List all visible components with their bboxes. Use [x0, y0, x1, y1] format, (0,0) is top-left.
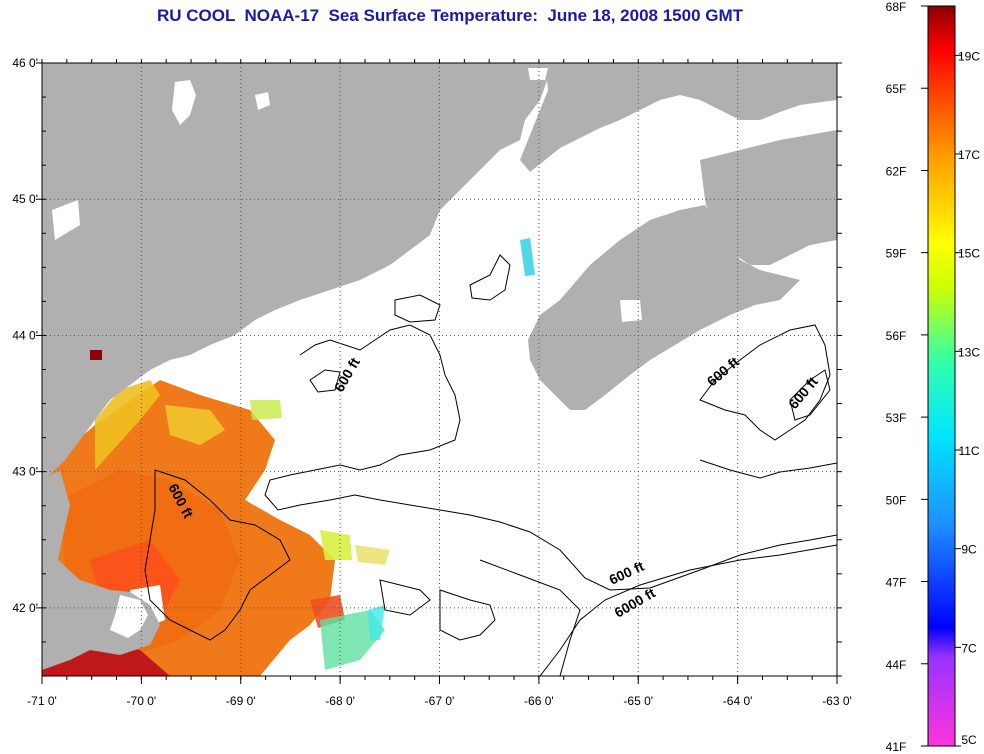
colorbar-c-label: 15C [958, 247, 980, 261]
bay-sst-patch [520, 238, 535, 276]
lat-tick-label: 43 0' [12, 465, 38, 479]
lon-tick-label: -68 0' [325, 694, 355, 708]
lon-tick-label: -63 0' [822, 694, 852, 708]
colorbar-f-label: 44F [886, 658, 907, 672]
lon-tick-label: -71 0' [27, 694, 57, 708]
colorbar-c-label: 17C [958, 148, 980, 162]
lat-tick-label: 46 0' [12, 56, 38, 70]
colorbar-c-label: 9C [961, 543, 977, 557]
colorbar-f-label: 62F [886, 164, 907, 178]
colorbar-c-label: 13C [958, 345, 980, 359]
lon-tick-label: -64 0' [723, 694, 753, 708]
axis-ticks: -71 0' -70 0' -69 0' -68 0' -67 0' -66 0' -65 … [12, 56, 851, 708]
lon-tick-label: -69 0' [226, 694, 256, 708]
colorbar-f-label: 53F [886, 411, 907, 425]
lon-tick-label: -65 0' [623, 694, 653, 708]
map-grid [42, 63, 837, 676]
colorbar-f-label: 50F [886, 493, 907, 507]
colorbar-c-label: 19C [958, 49, 980, 63]
lon-tick-label: -70 0' [127, 694, 157, 708]
colorbar-f-label: 41F [886, 740, 907, 754]
colorbar-f-label: 59F [886, 247, 907, 261]
colorbar-labels: 68F 65F 62F 59F 56F 53F 50F 47F 44F 41F 19C 17C 15C 1… [886, 0, 981, 754]
colorbar-c-label: 5C [961, 733, 977, 747]
lat-tick-label: 42 0' [12, 601, 38, 615]
lon-tick-label: -66 0' [524, 694, 554, 708]
bathymetry-contours [144, 254, 837, 676]
colorbar-c-label: 7C [961, 641, 977, 655]
bay-of-fundy [515, 125, 760, 270]
colorbar [927, 5, 956, 747]
lon-tick-label: -67 0' [425, 694, 455, 708]
map-title: RU COOL NOAA-17 Sea Surface Temperature:… [156, 6, 744, 25]
colorbar-f-label: 47F [886, 576, 907, 590]
colorbar-f-label: 56F [886, 329, 907, 343]
lat-tick-label: 44 0' [12, 328, 38, 342]
colorbar-f-label: 68F [886, 0, 907, 14]
colorbar-c-label: 11C [958, 444, 979, 458]
land-masses [42, 63, 837, 670]
lat-tick-label: 45 0' [12, 192, 38, 206]
colorbar-f-label: 65F [886, 82, 907, 96]
